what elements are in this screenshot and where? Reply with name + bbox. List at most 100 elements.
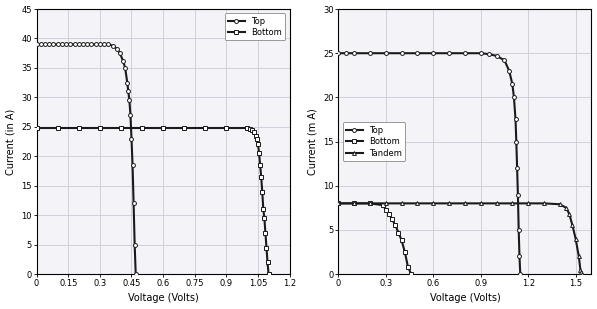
Bottom <box>139 126 146 130</box>
Bottom <box>118 126 125 130</box>
Tandem <box>577 270 584 274</box>
Top <box>116 51 124 55</box>
Top <box>493 54 500 58</box>
Tandem <box>562 206 570 210</box>
Bottom <box>75 126 82 130</box>
Bottom <box>256 151 263 155</box>
Line: Top: Top <box>337 51 522 276</box>
Top <box>343 51 350 55</box>
Tandem <box>382 201 389 205</box>
Bottom <box>395 231 402 234</box>
Top <box>126 99 133 102</box>
Top <box>79 43 87 46</box>
Tandem <box>398 201 405 205</box>
Tandem <box>414 201 421 205</box>
Bottom <box>250 130 257 133</box>
Top <box>501 58 508 62</box>
Bottom <box>259 190 266 193</box>
Line: Bottom: Bottom <box>337 201 413 276</box>
Top <box>104 43 112 46</box>
Tandem <box>367 201 374 205</box>
Top <box>71 43 78 46</box>
Legend: Top, Bottom: Top, Bottom <box>224 13 285 40</box>
Top <box>122 66 129 70</box>
Top <box>382 51 389 55</box>
Top <box>75 43 82 46</box>
Top <box>513 166 521 170</box>
Bottom <box>257 163 264 167</box>
Bottom <box>159 126 167 130</box>
Tandem <box>556 202 564 206</box>
Bottom <box>246 127 253 130</box>
Top <box>367 51 374 55</box>
Tandem <box>461 201 469 205</box>
Tandem <box>509 201 516 205</box>
Bottom <box>254 143 261 146</box>
Bottom <box>248 128 256 132</box>
Bottom <box>379 203 386 207</box>
Bottom <box>382 208 389 211</box>
Tandem <box>569 224 576 227</box>
Top <box>350 51 358 55</box>
Tandem <box>430 201 437 205</box>
Top <box>414 51 421 55</box>
Top <box>512 118 519 121</box>
Bottom <box>260 207 267 211</box>
Bottom <box>244 126 251 130</box>
Bottom <box>33 126 40 130</box>
Top <box>485 52 492 56</box>
Top <box>516 255 523 258</box>
Top <box>100 43 107 46</box>
Tandem <box>335 201 342 205</box>
Line: Bottom: Bottom <box>35 126 270 276</box>
Bottom <box>258 175 265 179</box>
Top <box>515 228 522 232</box>
Top <box>132 272 139 276</box>
Top <box>516 272 524 276</box>
Bottom <box>181 126 188 130</box>
Top <box>124 81 131 85</box>
Top <box>509 82 516 86</box>
Top <box>54 43 61 46</box>
X-axis label: Voltage (Volts): Voltage (Volts) <box>128 294 199 303</box>
Top <box>129 163 136 167</box>
Tandem <box>477 201 484 205</box>
Tandem <box>540 201 547 205</box>
Bottom <box>54 126 61 130</box>
Top <box>128 137 135 141</box>
Top <box>510 95 518 99</box>
Tandem <box>577 268 584 272</box>
Tandem <box>578 272 586 276</box>
Top <box>41 43 48 46</box>
Top <box>33 43 40 46</box>
Bottom <box>96 126 103 130</box>
Top <box>45 43 53 46</box>
Top <box>92 43 99 46</box>
Bottom <box>404 265 411 269</box>
Top <box>445 51 453 55</box>
Bottom <box>264 260 271 264</box>
Top <box>127 113 134 117</box>
Top <box>119 59 127 63</box>
Tandem <box>493 201 500 205</box>
Bottom <box>335 201 342 205</box>
Bottom <box>386 212 393 216</box>
Top <box>109 44 116 47</box>
Top <box>514 193 521 197</box>
X-axis label: Voltage (Volts): Voltage (Volts) <box>429 294 500 303</box>
Top <box>513 140 520 143</box>
Legend: Top, Bottom, Tandem: Top, Bottom, Tandem <box>343 122 405 161</box>
Top <box>335 51 342 55</box>
Y-axis label: Current (in A): Current (in A) <box>5 108 16 175</box>
Tandem <box>350 201 358 205</box>
Tandem <box>566 212 573 216</box>
Top <box>50 43 57 46</box>
Bottom <box>261 216 268 220</box>
Tandem <box>575 255 582 258</box>
Top <box>130 201 137 205</box>
Top <box>477 51 484 55</box>
Bottom <box>367 201 374 205</box>
Bottom <box>265 272 272 276</box>
Tandem <box>525 201 532 205</box>
Top <box>67 43 74 46</box>
